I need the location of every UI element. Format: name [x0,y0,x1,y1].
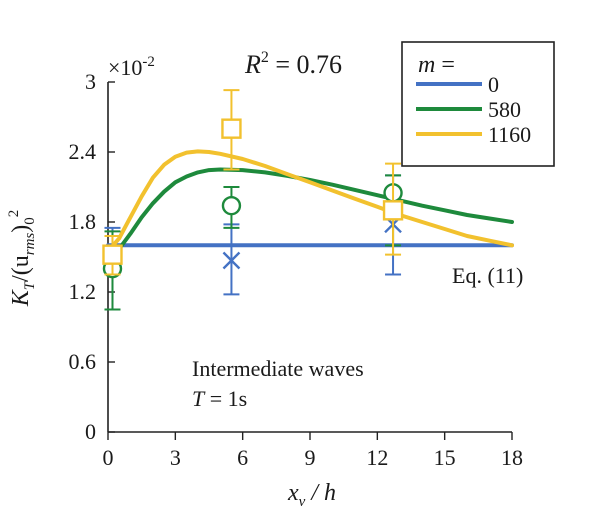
legend-label-0: 0 [488,72,499,97]
x-axis-label: xv / h [287,480,336,508]
series-line-1160 [106,149,514,254]
x-tick-label: 15 [434,445,456,470]
x-tick-label: 6 [237,445,248,470]
x-tick-label: 12 [366,445,388,470]
r2-label: R2 = 0.76 [244,49,342,79]
data-point-square [221,118,242,139]
plot-area: 0 0.6 1.2 1.8 2.4 3 0 3 6 9 12 15 18 [69,69,524,470]
x-tick-label: 9 [305,445,316,470]
series-line-580 [106,167,514,259]
data-point-circle [221,195,242,216]
x-tick-label: 0 [103,445,114,470]
data-point-square [102,244,123,265]
y-tick-label: 1.8 [69,209,97,234]
y-tick-label: 0 [85,419,96,444]
data-point-square [382,200,404,221]
legend-title: m = [418,52,455,78]
legend-box [401,41,555,167]
x-tick-label: 3 [170,445,181,470]
y-multiplier: ×10-2 [108,54,155,80]
eq-label: Eq. (11) [452,263,523,288]
data-point-x [222,251,241,270]
legend-label-1160: 1160 [488,122,531,147]
y-tick-label: 0.6 [69,349,97,374]
wave-label: Intermediate waves [192,356,364,381]
period-label: T = 1s [192,386,247,411]
x-tick-label: 18 [501,445,523,470]
y-tick-label: 2.4 [69,139,97,164]
y-tick-label: 1.2 [69,279,97,304]
legend-label-580: 580 [488,97,521,122]
y-tick-label: 3 [85,69,96,94]
y-axis-label: KT/(urms)02 [6,210,38,308]
